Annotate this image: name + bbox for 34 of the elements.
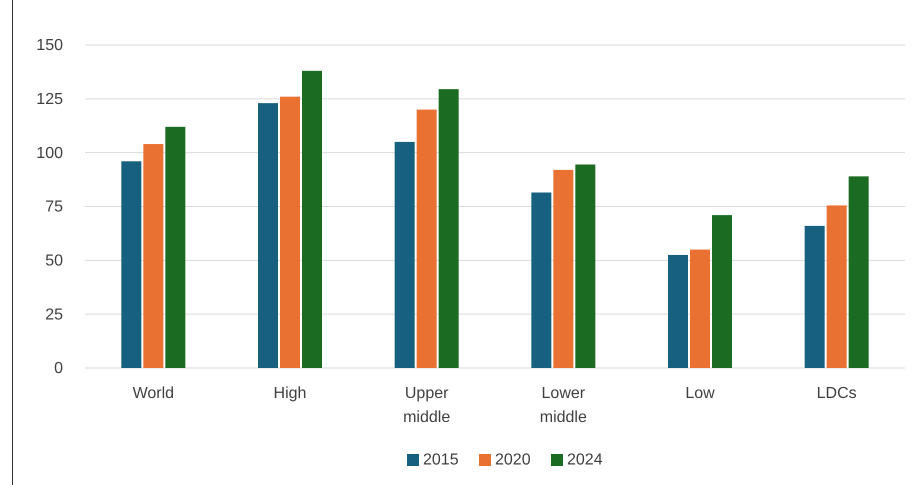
y-tick-label: 25 xyxy=(45,306,64,324)
legend-label: 2024 xyxy=(567,452,603,468)
bar xyxy=(258,103,278,368)
y-tick-label: 150 xyxy=(36,37,64,54)
bar xyxy=(121,161,142,368)
bar xyxy=(826,205,847,368)
x-tick-label: LDCs xyxy=(816,385,857,402)
x-tick-label: Upper middle xyxy=(403,385,450,426)
x-tick-label: World xyxy=(132,385,174,402)
bar xyxy=(690,250,710,368)
x-tick-label: Lower middle xyxy=(540,385,587,426)
y-tick-label: 125 xyxy=(36,90,64,108)
legend-label: 2015 xyxy=(423,452,459,468)
bar xyxy=(668,254,688,368)
bar xyxy=(804,226,825,368)
bar xyxy=(438,89,459,368)
bar xyxy=(712,215,732,368)
bar xyxy=(302,70,322,368)
bar xyxy=(575,164,596,368)
x-tick-label: High xyxy=(274,385,306,402)
y-tick-label: 75 xyxy=(45,198,64,216)
legend-label: 2020 xyxy=(495,452,531,468)
x-tick-label: Low xyxy=(685,385,716,402)
bar xyxy=(143,144,164,368)
bar xyxy=(394,142,415,368)
y-tick-label: 50 xyxy=(45,252,64,270)
y-tick-label: 0 xyxy=(54,360,64,378)
y-tick-label: 100 xyxy=(36,144,64,162)
bar xyxy=(848,176,869,368)
bar xyxy=(280,96,300,368)
bar xyxy=(531,192,552,368)
bar xyxy=(553,170,574,368)
bar xyxy=(416,110,437,368)
bar xyxy=(165,126,186,368)
